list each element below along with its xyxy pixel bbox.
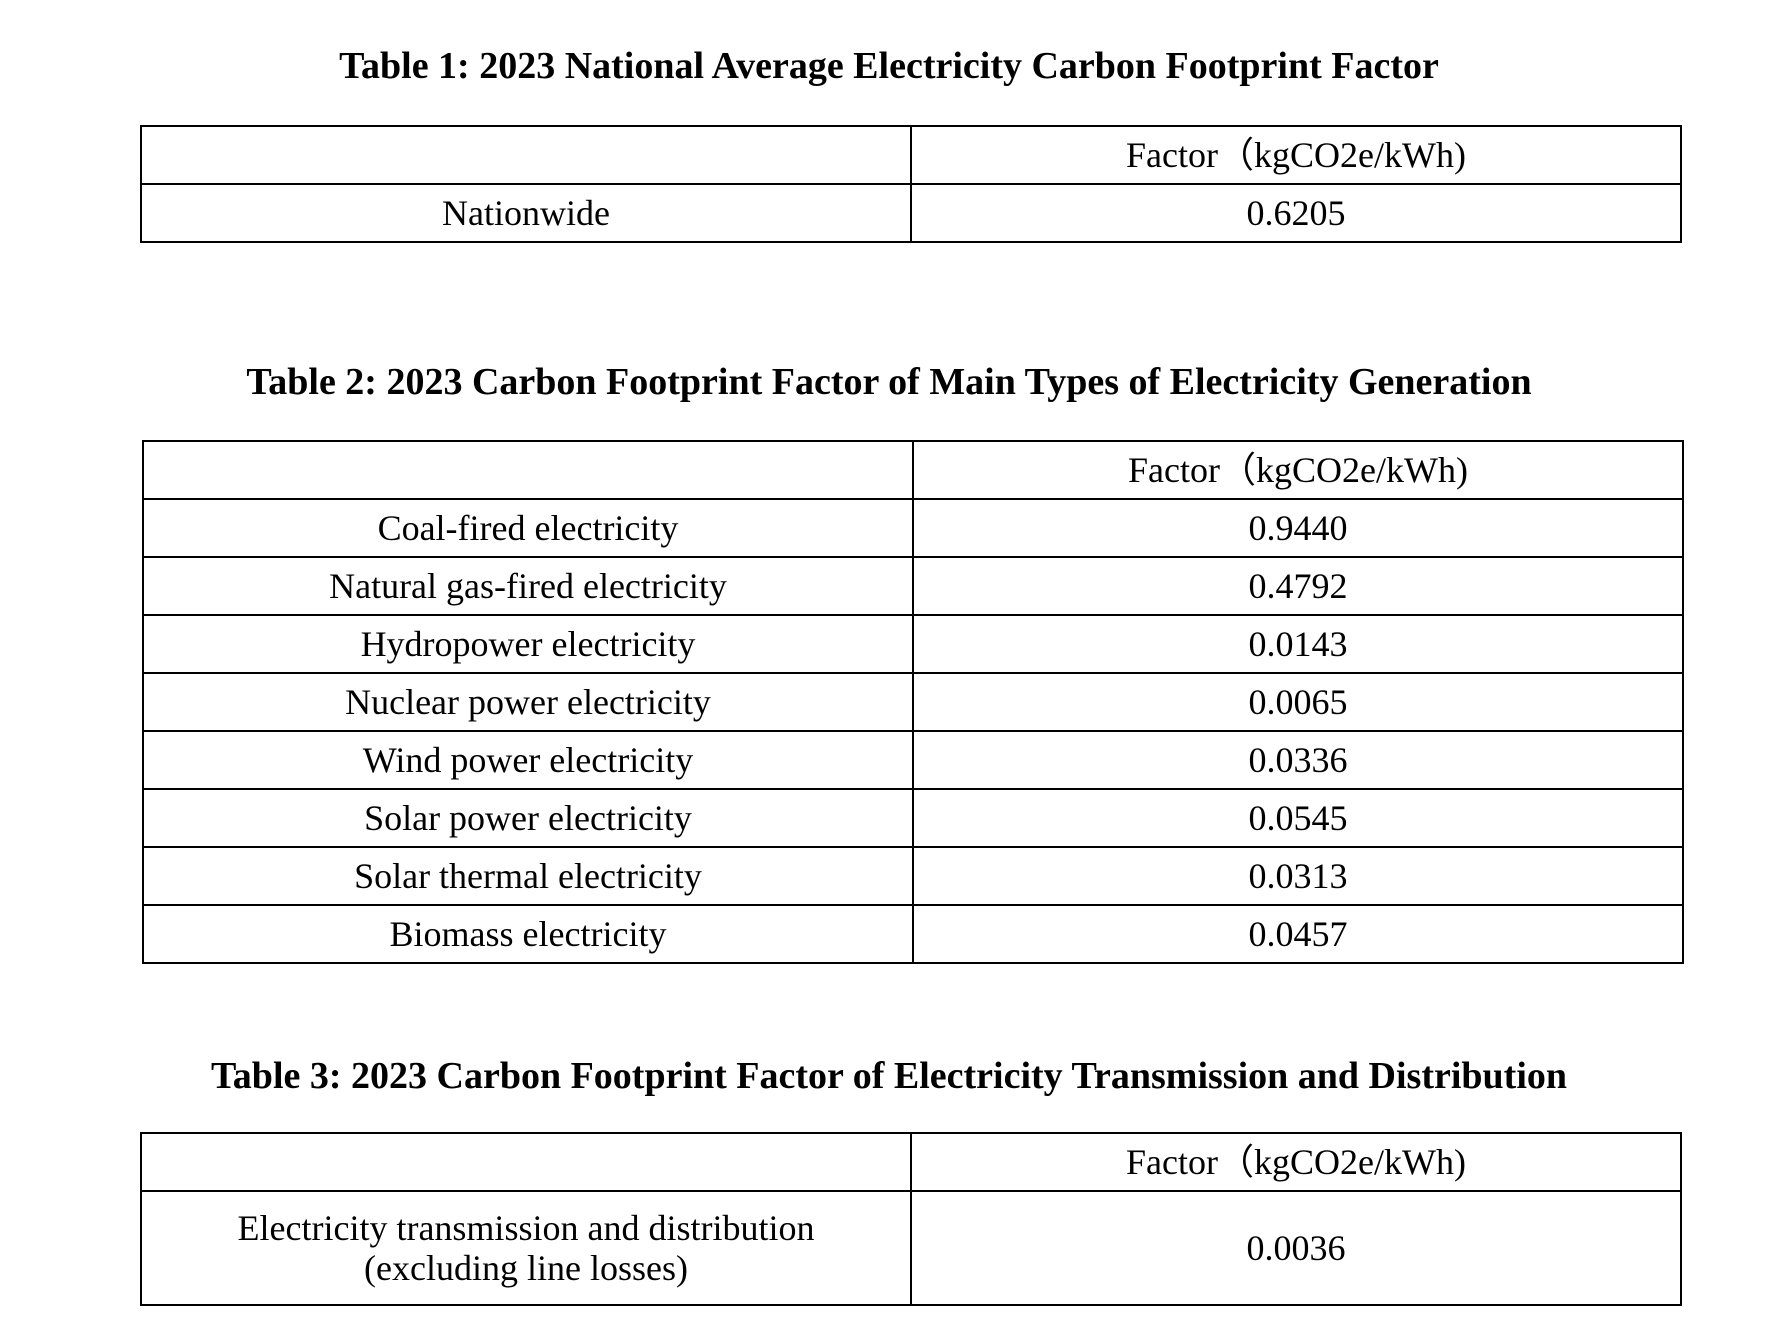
table-row: Biomass electricity 0.0457 <box>142 904 1684 964</box>
table-1-title: Table 1: 2023 National Average Electrici… <box>339 45 1439 87</box>
row-value-cell: 0.0143 <box>912 614 1684 674</box>
table-3-section: Table 3: 2023 Carbon Footprint Factor of… <box>0 1054 1778 1098</box>
row-label-cell: Solar power electricity <box>142 788 914 848</box>
table-row: Solar power electricity 0.0545 <box>142 788 1684 848</box>
header-factor-cell: Factor（kgCO2e/kWh) <box>910 125 1682 185</box>
table-row: Natural gas-fired electricity 0.4792 <box>142 556 1684 616</box>
table-2-section: Table 2: 2023 Carbon Footprint Factor of… <box>0 360 1778 404</box>
table-1-section: Table 1: 2023 National Average Electrici… <box>0 44 1778 88</box>
table-row: Electricity transmission and distributio… <box>140 1190 1682 1306</box>
row-value-cell: 0.9440 <box>912 498 1684 558</box>
table-header-row: Factor（kgCO2e/kWh) <box>140 1132 1682 1192</box>
table-row: Nuclear power electricity 0.0065 <box>142 672 1684 732</box>
table-header-row: Factor（kgCO2e/kWh) <box>142 440 1684 500</box>
table-1: Factor（kgCO2e/kWh) Nationwide 0.6205 <box>140 125 1682 243</box>
table-row: Hydropower electricity 0.0143 <box>142 614 1684 674</box>
row-value-cell: 0.4792 <box>912 556 1684 616</box>
row-value-cell: 0.0036 <box>910 1190 1682 1306</box>
row-value-cell: 0.0545 <box>912 788 1684 848</box>
row-label-cell: Nuclear power electricity <box>142 672 914 732</box>
row-label-cell: Biomass electricity <box>142 904 914 964</box>
table-row: Solar thermal electricity 0.0313 <box>142 846 1684 906</box>
header-factor-cell: Factor（kgCO2e/kWh) <box>910 1132 1682 1192</box>
header-label-cell <box>140 125 912 185</box>
table-row: Wind power electricity 0.0336 <box>142 730 1684 790</box>
row-value-cell: 0.0065 <box>912 672 1684 732</box>
row-label-line-1: Electricity transmission and distributio… <box>237 1208 815 1248</box>
table-2: Factor（kgCO2e/kWh) Coal-fired electricit… <box>142 440 1684 964</box>
table-row: Coal-fired electricity 0.9440 <box>142 498 1684 558</box>
row-label-cell: Natural gas-fired electricity <box>142 556 914 616</box>
row-value-cell: 0.0336 <box>912 730 1684 790</box>
row-label-line-2: (excluding line losses) <box>364 1248 688 1288</box>
row-label-cell: Wind power electricity <box>142 730 914 790</box>
row-label-cell: Solar thermal electricity <box>142 846 914 906</box>
header-factor-cell: Factor（kgCO2e/kWh) <box>912 440 1684 500</box>
header-label-cell <box>142 440 914 500</box>
row-label-cell: Hydropower electricity <box>142 614 914 674</box>
row-label-cell: Electricity transmission and distributio… <box>140 1190 912 1306</box>
row-value-cell: 0.0313 <box>912 846 1684 906</box>
table-3-title: Table 3: 2023 Carbon Footprint Factor of… <box>210 1055 1568 1097</box>
table-row: Nationwide 0.6205 <box>140 183 1682 243</box>
table-3: Factor（kgCO2e/kWh) Electricity transmiss… <box>140 1132 1682 1306</box>
row-value-cell: 0.0457 <box>912 904 1684 964</box>
header-label-cell <box>140 1132 912 1192</box>
table-header-row: Factor（kgCO2e/kWh) <box>140 125 1682 185</box>
table-2-title: Table 2: 2023 Carbon Footprint Factor of… <box>246 361 1532 403</box>
row-label-cell: Coal-fired electricity <box>142 498 914 558</box>
row-label-cell: Nationwide <box>140 183 912 243</box>
row-value-cell: 0.6205 <box>910 183 1682 243</box>
